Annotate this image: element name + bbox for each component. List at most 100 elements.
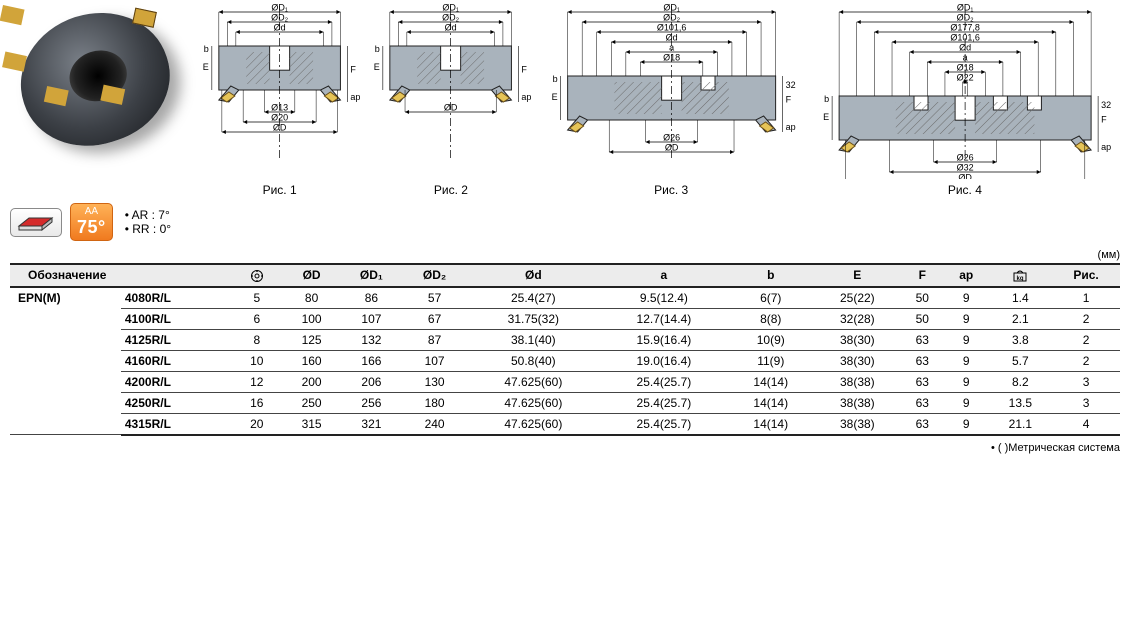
insert-badge [10, 208, 62, 237]
svg-text:ØD: ØD [958, 173, 972, 180]
cell: 12 [230, 371, 283, 392]
cell: 5 [230, 287, 283, 309]
cell: 6 [230, 308, 283, 329]
col-header: ap [944, 264, 989, 287]
cell: 166 [340, 350, 403, 371]
cell: 25.4(25.7) [600, 371, 727, 392]
cell: 10(9) [727, 329, 814, 350]
cell: 21.1 [989, 413, 1053, 435]
cell: 200 [283, 371, 340, 392]
cell: 38(30) [814, 329, 901, 350]
cell: 12.7(14.4) [600, 308, 727, 329]
svg-text:Ø26: Ø26 [663, 133, 680, 143]
model-code: 4160R/L [121, 350, 231, 371]
model-code: 4125R/L [121, 329, 231, 350]
col-header: a [600, 264, 727, 287]
cell: 8(8) [727, 308, 814, 329]
cell: 9 [944, 350, 989, 371]
svg-text:F: F [522, 64, 528, 74]
geometry-notes: • AR : 7° • RR : 0° [121, 208, 171, 236]
cell: 5.7 [989, 350, 1053, 371]
rr-note: • RR : 0° [125, 222, 171, 236]
figure-label: Рис. 3 [654, 183, 688, 197]
cell: 38.1(40) [466, 329, 600, 350]
figure-label: Рис. 1 [263, 183, 297, 197]
svg-text:ØD₂: ØD₂ [663, 13, 681, 23]
figure: ØD₁ØD₂Ø101,6ØdaØ18Ø26ØDEb32FapРис. 3 [541, 4, 802, 197]
cell: 2 [1052, 350, 1120, 371]
svg-text:Ø101,6: Ø101,6 [656, 23, 686, 33]
figure: ØD₁ØD₂ØdØ13Ø20ØDEbFapРис. 1 [198, 4, 361, 197]
footnote: • ( )Метрическая система [10, 442, 1120, 454]
svg-text:Ø18: Ø18 [663, 53, 680, 63]
svg-text:Ød: Ød [665, 33, 677, 43]
cell: 180 [403, 392, 467, 413]
cell: 25.4(25.7) [600, 413, 727, 435]
model-code: 4080R/L [121, 287, 231, 309]
figure-row: ØD₁ØD₂ØdØ13Ø20ØDEbFapРис. 1ØD₁ØD₂ØdØDEbF… [198, 4, 1120, 197]
angle-code: AA [85, 206, 98, 217]
product-photo [10, 4, 180, 154]
svg-text:Ø20: Ø20 [271, 113, 288, 123]
col-header: Ød [466, 264, 600, 287]
cell: 47.625(60) [466, 392, 600, 413]
cell: 132 [340, 329, 403, 350]
svg-text:F: F [350, 64, 356, 74]
insert-icon [16, 212, 56, 232]
svg-text:E: E [823, 112, 829, 122]
cell: 47.625(60) [466, 371, 600, 392]
svg-text:E: E [551, 92, 557, 102]
cell: 6(7) [727, 287, 814, 309]
svg-text:ØD₂: ØD₂ [271, 13, 289, 23]
series-label: EPN(M) [10, 287, 121, 435]
col-header: ØD₂ [403, 264, 467, 287]
cell: 9 [944, 413, 989, 435]
cell: 1 [1052, 287, 1120, 309]
cell: 38(38) [814, 371, 901, 392]
cell: 14(14) [727, 392, 814, 413]
cell: 125 [283, 329, 340, 350]
cell: 14(14) [727, 371, 814, 392]
svg-text:Ø22: Ø22 [956, 73, 973, 83]
svg-text:Ød: Ød [959, 43, 971, 53]
teeth-icon [230, 264, 283, 287]
cell: 160 [283, 350, 340, 371]
svg-text:ØD₁: ØD₁ [271, 4, 288, 13]
svg-text:Ø101,6: Ø101,6 [950, 33, 980, 43]
cutter-render [4, 0, 187, 164]
cell: 47.625(60) [466, 413, 600, 435]
cell: 80 [283, 287, 340, 309]
svg-text:32: 32 [785, 80, 795, 90]
cell: 14(14) [727, 413, 814, 435]
svg-text:F: F [785, 94, 791, 104]
svg-text:Ød: Ød [445, 23, 457, 33]
col-header: E [814, 264, 901, 287]
cell: 9 [944, 371, 989, 392]
figure: ØD₁ØD₂Ø177,8Ø101,6ØdaØ18Ø22Ø26Ø32ØDEb32F… [810, 4, 1120, 197]
figure-label: Рис. 4 [948, 183, 982, 197]
cell: 2 [1052, 329, 1120, 350]
tech-figure: ØD₁ØD₂ØdØDEbFap [369, 4, 532, 179]
cell: 57 [403, 287, 467, 309]
cell: 3 [1052, 392, 1120, 413]
svg-text:ØD: ØD [444, 103, 458, 113]
svg-text:ØD₂: ØD₂ [956, 13, 974, 23]
svg-text:E: E [374, 62, 380, 72]
svg-text:ØD: ØD [664, 143, 678, 153]
cell: 3.8 [989, 329, 1053, 350]
col-header: Рис. [1052, 264, 1120, 287]
weight-icon: kg [989, 264, 1053, 287]
cell: 2.1 [989, 308, 1053, 329]
angle-value: 75° [77, 217, 106, 238]
cell: 11(9) [727, 350, 814, 371]
cell: 86 [340, 287, 403, 309]
cell: 9 [944, 308, 989, 329]
cell: 240 [403, 413, 467, 435]
cell: 1.4 [989, 287, 1053, 309]
cell: 107 [340, 308, 403, 329]
svg-text:ap: ap [1101, 142, 1111, 152]
model-code: 4315R/L [121, 413, 231, 435]
cell: 25.4(27) [466, 287, 600, 309]
cell: 8.2 [989, 371, 1053, 392]
cell: 25(22) [814, 287, 901, 309]
